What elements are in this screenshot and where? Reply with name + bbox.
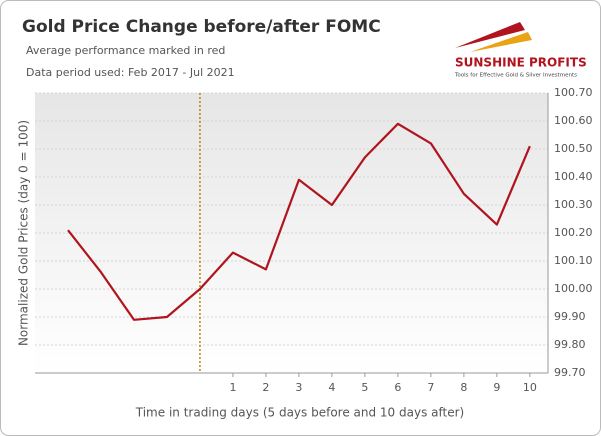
x-tick-label: 2 xyxy=(262,381,269,394)
y-tick-label: 99.90 xyxy=(554,310,586,323)
x-tick-label: 7 xyxy=(427,381,434,394)
x-tick-label: 6 xyxy=(394,381,401,394)
y-tick-label: 99.80 xyxy=(554,338,586,351)
y-tick-label: 100.10 xyxy=(554,254,593,267)
x-tick-label: 1 xyxy=(229,381,236,394)
x-tick-label: 9 xyxy=(493,381,500,394)
x-tick-label: 3 xyxy=(295,381,302,394)
subtitle: Average performance marked in red xyxy=(26,44,225,57)
y-tick-label: 100.20 xyxy=(554,226,593,239)
y-tick-label: 100.30 xyxy=(554,198,593,211)
y-tick-label: 100.70 xyxy=(554,86,593,99)
x-tick-label: 5 xyxy=(361,381,368,394)
y-axis-label: Normalized Gold Prices (day 0 = 100) xyxy=(17,120,31,346)
y-tick-label: 100.00 xyxy=(554,282,593,295)
x-axis-label: Time in trading days (5 days before and … xyxy=(135,406,464,420)
y-tick-label: 100.60 xyxy=(554,114,593,127)
y-tick-label: 100.50 xyxy=(554,142,593,155)
logo-tagline: Tools for Effective Gold & Silver Invest… xyxy=(454,73,577,79)
logo-swoosh xyxy=(470,32,532,52)
logo-name: SUNSHINE PROFITS xyxy=(455,56,587,70)
x-tick-label: 4 xyxy=(328,381,335,394)
y-tick-label: 100.40 xyxy=(554,170,593,183)
line-series xyxy=(67,122,531,321)
y-tick-label: 99.70 xyxy=(554,366,586,379)
note: Data period used: Feb 2017 - Jul 2021 xyxy=(26,66,235,79)
logo-swoosh xyxy=(455,22,525,48)
chart-title: Gold Price Change before/after FOMC xyxy=(22,17,381,37)
x-tick-label: 10 xyxy=(523,381,537,394)
x-tick-label: 8 xyxy=(460,381,467,394)
